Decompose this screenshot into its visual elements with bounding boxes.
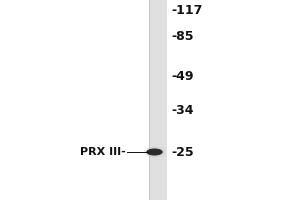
Text: -34: -34 bbox=[171, 104, 194, 116]
Text: -85: -85 bbox=[171, 29, 194, 43]
Bar bbox=[148, 0, 150, 200]
Bar bbox=[148, 0, 166, 200]
Ellipse shape bbox=[144, 147, 165, 157]
Ellipse shape bbox=[146, 148, 163, 156]
Text: -49: -49 bbox=[171, 70, 194, 82]
Text: -117: -117 bbox=[171, 3, 202, 17]
Text: -25: -25 bbox=[171, 146, 194, 158]
Text: PRX III-: PRX III- bbox=[80, 147, 126, 157]
